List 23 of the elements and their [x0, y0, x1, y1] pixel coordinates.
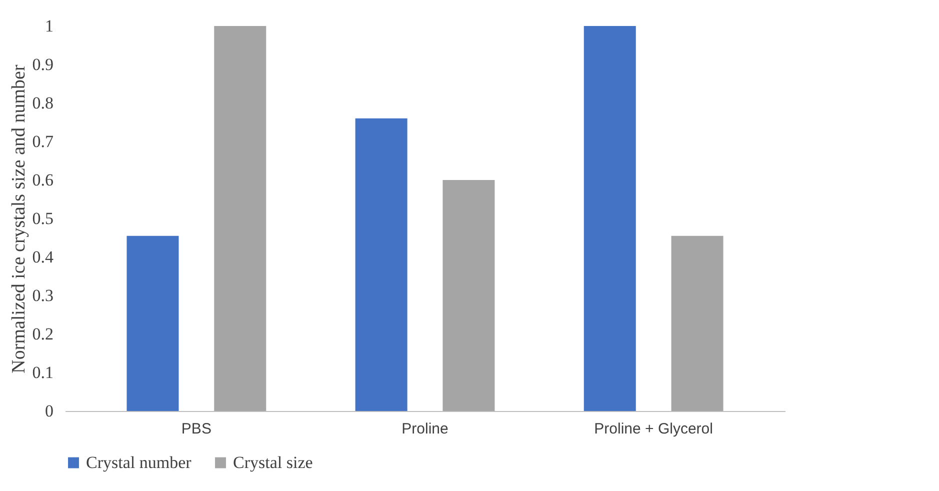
x-tick-label: Proline: [402, 420, 448, 438]
y-tick-label: 0.7: [32, 132, 54, 151]
y-tick-label: 0: [45, 402, 54, 420]
bar: [355, 118, 408, 411]
legend-label: Crystal number: [86, 452, 192, 472]
y-tick-label: 1: [45, 16, 54, 36]
bar: [671, 236, 724, 411]
y-tick-label: 0.6: [32, 170, 54, 190]
bar: [584, 26, 636, 411]
y-tick-label: 0.9: [32, 55, 54, 74]
x-tick-label: PBS: [181, 420, 212, 438]
legend-label: Crystal size: [233, 452, 313, 472]
y-tick-label: 0.1: [32, 363, 54, 382]
y-tick-label: 0.4: [32, 248, 54, 266]
y-axis-title: Normalized ice crystals size and number: [8, 64, 30, 374]
y-tick-label: 0.2: [32, 324, 54, 344]
bar: [214, 26, 266, 411]
bar: [442, 180, 495, 411]
bar: [126, 236, 179, 411]
y-tick-label: 0.8: [32, 94, 54, 112]
x-tick-label: Proline + Glycerol: [594, 420, 713, 438]
y-tick-label: 0.5: [32, 209, 54, 228]
y-tick-label: 0.3: [32, 286, 54, 305]
